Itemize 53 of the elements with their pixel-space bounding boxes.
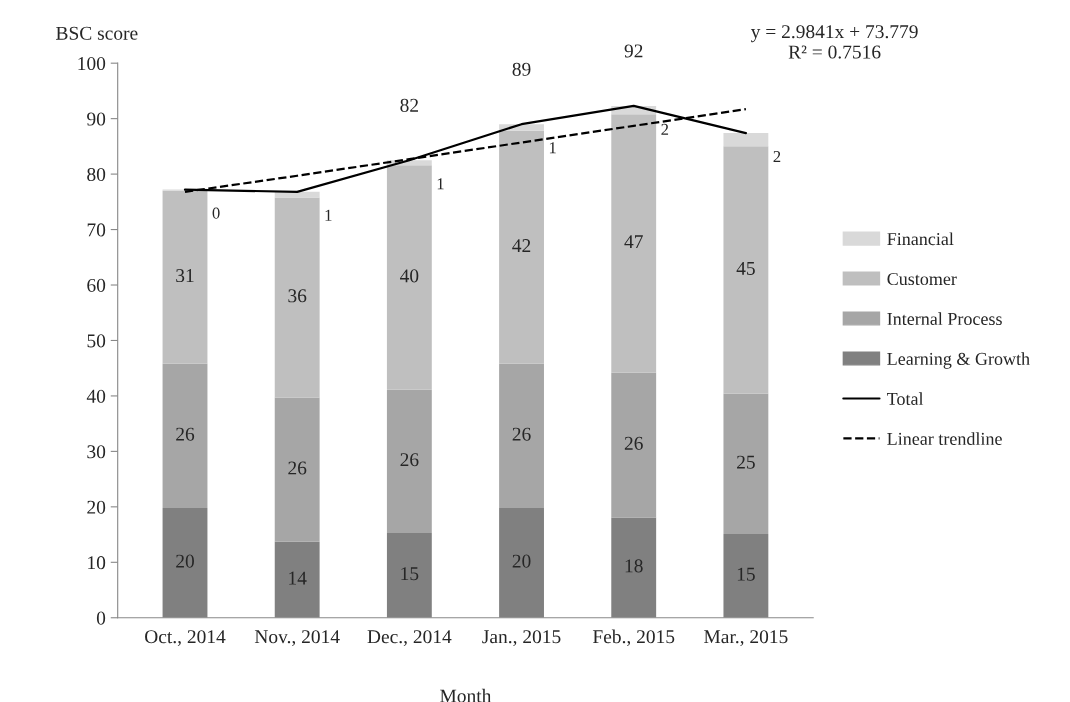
- data-label: 2: [773, 150, 781, 163]
- x-tick-label: Dec., 2014: [367, 630, 452, 647]
- text: y = 2.9841x + 73.779 R² = 0.7516: [750, 25, 918, 59]
- data-label: 36: [288, 289, 307, 303]
- data-label: 82: [400, 98, 419, 112]
- data-label: 26: [512, 427, 531, 441]
- y-tick-label: 50: [87, 334, 106, 348]
- data-label: 25: [737, 455, 755, 469]
- legend-label: Learning & Growth: [887, 352, 1030, 369]
- data-label: 26: [400, 453, 419, 467]
- x-tick-label: Mar., 2015: [704, 630, 788, 647]
- data-label: 40: [400, 269, 419, 283]
- x-tick-label: Oct., 2014: [145, 630, 226, 647]
- data-label: 2: [661, 123, 669, 135]
- x-tick-label: Jan., 2015: [482, 630, 561, 647]
- legend-label: Linear trendline: [887, 432, 1002, 445]
- data-label: 14: [289, 571, 307, 585]
- data-label: 20: [512, 554, 531, 568]
- x-tick-label: Nov., 2014: [254, 630, 340, 647]
- y-tick-label: 40: [86, 389, 106, 403]
- legend-label: Customer: [887, 272, 957, 286]
- y-tick-label: 90: [87, 112, 106, 126]
- data-label: 26: [176, 427, 195, 441]
- data-label: 15: [401, 567, 419, 581]
- data-label: 1: [549, 142, 556, 154]
- y-tick-label: 70: [87, 223, 106, 237]
- data-label: 26: [624, 436, 643, 450]
- data-label: 26: [288, 461, 307, 475]
- data-label: 15: [737, 567, 755, 581]
- legend-label: Financial: [887, 232, 954, 246]
- legend-label: Internal Process: [887, 312, 1002, 326]
- y-tick-label: 80: [87, 167, 106, 182]
- data-label: 89: [512, 62, 531, 76]
- y-tick-label: 60: [87, 278, 106, 292]
- y-tick-label: 0: [96, 611, 106, 625]
- data-label: 0: [212, 207, 220, 219]
- y-tick-label: 100: [78, 57, 106, 71]
- legend-label: Total: [887, 392, 924, 405]
- data-label: 92: [624, 44, 643, 58]
- data-label: 45: [736, 261, 755, 275]
- data-label: 47: [624, 235, 643, 249]
- y-tick-label: 20: [87, 500, 106, 514]
- data-label: 20: [176, 554, 194, 568]
- data-label: 31: [176, 269, 194, 283]
- data-label: 42: [512, 239, 531, 252]
- y-axis-title: BSC score: [56, 26, 138, 40]
- x-axis-title: Month: [440, 688, 492, 702]
- y-tick-label: 30: [87, 445, 106, 459]
- x-tick-label: Feb., 2015: [592, 629, 675, 647]
- y-tick-label: 10: [88, 556, 106, 570]
- data-label: 1: [325, 209, 332, 221]
- data-label: 1: [437, 178, 444, 190]
- data-label: 18: [625, 559, 643, 573]
